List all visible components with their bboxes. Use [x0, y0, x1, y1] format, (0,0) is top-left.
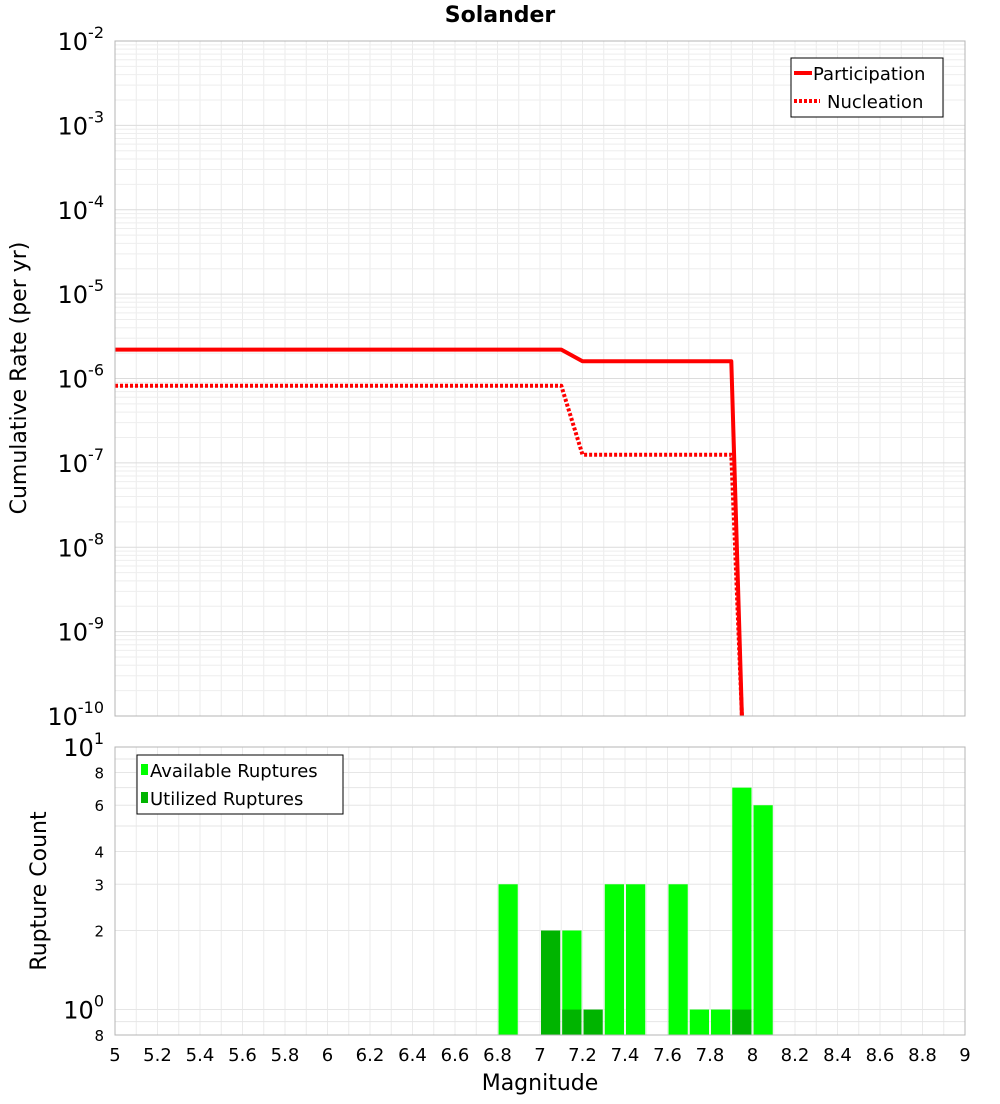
available-ruptures-bar: [498, 884, 518, 1035]
legend-utilized-swatch: [141, 792, 148, 803]
x-tick-label: 5.6: [228, 1045, 257, 1066]
available-ruptures-bar: [689, 1009, 709, 1035]
bottom-plot-y-tick-label: 3: [94, 876, 104, 894]
bottom-plot-y-tick-label: 100: [63, 992, 104, 1025]
legend-nucleation-label: Nucleation: [827, 92, 923, 113]
x-tick-label: 6.2: [356, 1045, 385, 1066]
bottom-plot-frame: [114, 746, 966, 1036]
x-tick-label: 7: [534, 1045, 545, 1066]
top-plot-y-tick-label: 10-8: [58, 529, 105, 562]
x-tick-label: 6.8: [483, 1045, 512, 1066]
x-tick-label: 7.2: [568, 1045, 597, 1066]
utilized-ruptures-bar: [562, 1009, 582, 1035]
top-plot-y-tick-label: 10-5: [58, 276, 105, 309]
x-tick-label: 7.6: [653, 1045, 682, 1066]
bottom-plot-y-tick-label: 8: [94, 1027, 104, 1045]
x-tick-label: 6.4: [398, 1045, 427, 1066]
utilized-ruptures-bar: [541, 930, 561, 1035]
top-plot-y-tick-label: 10-3: [58, 107, 105, 140]
top-plot-y-tick-label: 10-4: [58, 192, 105, 225]
x-tick-label: 8.2: [781, 1045, 810, 1066]
x-tick-label: 5.4: [186, 1045, 215, 1066]
top-legend-box: [790, 57, 944, 118]
utilized-ruptures-bar: [583, 1009, 603, 1035]
available-ruptures-bar: [668, 884, 688, 1035]
top-plot-y-tick-label: 10-6: [58, 361, 105, 394]
bottom-y-axis-label: Rupture Count: [27, 811, 52, 971]
x-tick-label: 7.4: [611, 1045, 640, 1066]
top-y-axis-label: Cumulative Rate (per yr): [7, 242, 32, 515]
available-ruptures-bar: [711, 1009, 731, 1035]
x-tick-label: 7.8: [696, 1045, 725, 1066]
bottom-legend-box: [136, 754, 344, 815]
available-ruptures-bar: [562, 930, 582, 1035]
chart-title: Solander: [445, 3, 556, 28]
x-tick-label: 8.4: [823, 1045, 852, 1066]
top-plot-y-tick-label: 10-9: [58, 614, 105, 647]
available-ruptures-bar: [732, 787, 752, 1035]
x-tick-label: 6: [322, 1045, 333, 1066]
legend-participation-label: Participation: [813, 64, 925, 85]
bottom-plot-y-tick-label: 2: [94, 923, 104, 941]
available-ruptures-bar: [626, 884, 646, 1035]
available-ruptures-bar: [753, 805, 773, 1035]
x-axis-label: Magnitude: [482, 1071, 599, 1096]
bottom-plot-y-tick-label: 4: [94, 843, 104, 861]
utilized-ruptures-bar: [732, 1009, 752, 1035]
x-tick-label: 8.8: [908, 1045, 937, 1066]
x-tick-label: 8: [747, 1045, 758, 1066]
bottom-plot-y-tick-label: 101: [63, 729, 104, 762]
participation-line: [115, 347, 744, 717]
x-tick-label: 9: [959, 1045, 970, 1066]
bottom-plot-y-tick-label: 8: [94, 764, 104, 782]
legend-utilized-label: Utilized Ruptures: [150, 789, 303, 810]
top-plot-y-tick-label: 10-10: [47, 698, 104, 731]
top-plot-y-tick-label: 10-2: [58, 23, 105, 56]
x-tick-label: 8.6: [866, 1045, 895, 1066]
bottom-plot-y-tick-label: 6: [94, 797, 104, 815]
x-tick-label: 5: [109, 1045, 120, 1066]
x-tick-label: 5.8: [271, 1045, 300, 1066]
available-ruptures-bar: [604, 884, 624, 1035]
legend-available-label: Available Ruptures: [150, 761, 318, 782]
legend-available-swatch: [141, 764, 148, 775]
x-tick-label: 6.6: [441, 1045, 470, 1066]
x-tick-label: 5.2: [143, 1045, 172, 1066]
top-plot-frame: [114, 40, 966, 717]
nucleation-line: [115, 383, 744, 717]
top-plot-y-tick-label: 10-7: [58, 445, 105, 478]
